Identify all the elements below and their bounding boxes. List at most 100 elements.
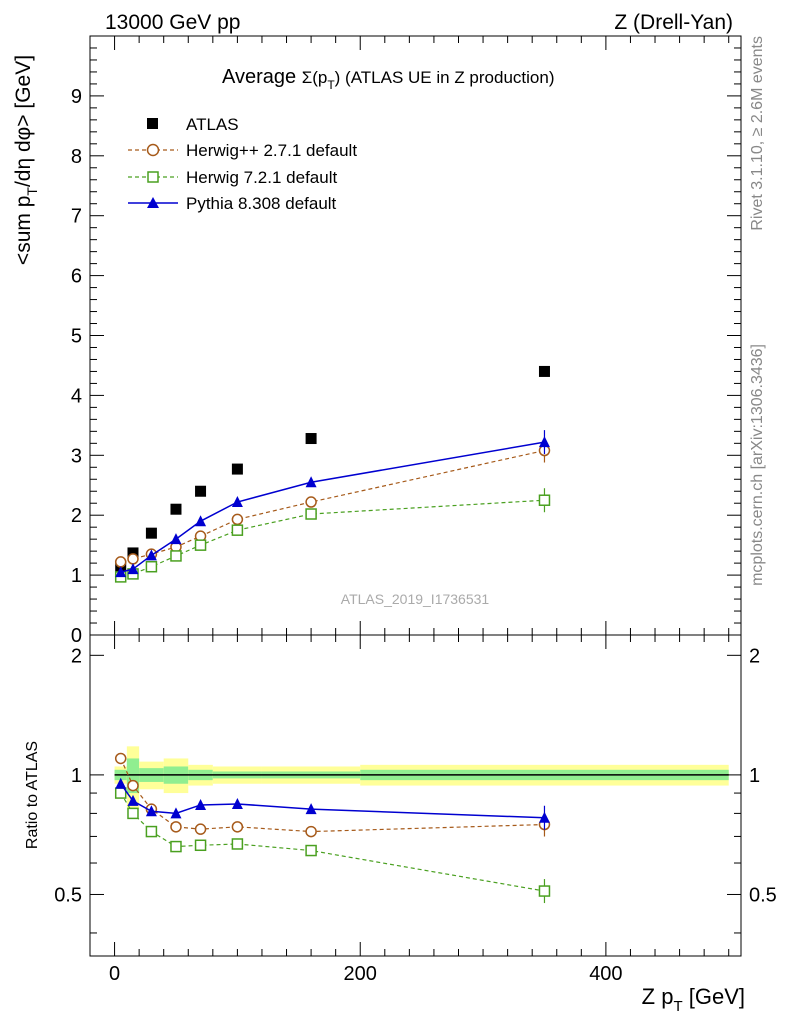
chart-title-symbol: Σ(p <box>302 68 328 87</box>
data-point-main <box>127 563 139 575</box>
chart-title-close: ) <box>335 68 341 87</box>
legend-label-herwigpp: Herwig++ 2.7.1 default <box>186 141 357 160</box>
ratio-tick-label-right: 2 <box>749 645 760 667</box>
y-tick-label: 9 <box>71 86 82 108</box>
y-tick-label: 7 <box>71 206 82 228</box>
data-point-ratio <box>194 823 207 835</box>
data-point-ratio <box>538 811 550 823</box>
header-left: 13000 GeV pp <box>105 11 240 34</box>
data-point-main <box>231 463 243 475</box>
legend-label-pythia: Pythia 8.308 default <box>186 194 337 213</box>
data-point-main <box>145 549 157 561</box>
data-point-ratio <box>127 807 139 820</box>
data-point-main <box>231 524 244 536</box>
x-axis-label-main: Z p <box>642 984 674 1009</box>
data-point-main <box>127 547 139 559</box>
data-point-ratio <box>170 821 182 833</box>
chart-title-suffix: (ATLAS UE in Z production) <box>340 68 554 87</box>
legend-marker-atlas <box>147 118 158 129</box>
ratio-y-label: Ratio to ATLAS <box>24 741 41 849</box>
data-point-main <box>170 503 182 515</box>
data-point-main <box>195 485 207 497</box>
chart-title-prefix: Average <box>222 66 302 88</box>
data-point-main <box>538 365 550 377</box>
legend-label-herwig7: Herwig 7.2.1 default <box>186 168 337 187</box>
data-point-main <box>305 508 317 520</box>
data-point-ratio <box>195 798 207 810</box>
series-2 <box>114 488 551 904</box>
mcplots-label: mcplots.cern.ch [arXiv:1306.3436] <box>749 344 766 586</box>
ratio-tick-label-right: 1 <box>749 765 760 787</box>
ratio-plot-frame <box>89 634 742 957</box>
y-tick-label: 4 <box>71 385 82 407</box>
ratio-tick-label: 2 <box>71 645 82 667</box>
data-point-ratio <box>170 807 182 819</box>
ratio-uncertainty-bands <box>114 746 729 810</box>
data-series <box>114 365 551 904</box>
data-point-main <box>231 496 243 508</box>
series-0 <box>115 365 550 572</box>
data-point-ratio <box>231 797 243 809</box>
data-point-ratio <box>115 777 127 789</box>
data-point-ratio <box>127 779 139 792</box>
series-3 <box>115 430 550 830</box>
series-line-main <box>120 449 545 563</box>
ratio-tick-label-right: 0.5 <box>749 884 777 906</box>
data-point-main <box>195 515 207 527</box>
data-point-main <box>194 539 207 551</box>
legend: ATLAS Herwig++ 2.7.1 default Herwig 7.2.… <box>128 115 357 213</box>
x-tick-label: 400 <box>589 963 622 985</box>
y-tick-label: 8 <box>71 146 82 168</box>
data-point-main <box>145 560 158 573</box>
data-point-main <box>231 513 244 526</box>
chart-title: Average Σ(pT) (ATLAS UE in Z production) <box>222 66 554 92</box>
data-point-ratio <box>127 794 139 806</box>
y-axis-label-main: <sum p <box>12 196 35 265</box>
legend-label-atlas: ATLAS <box>186 115 239 134</box>
data-point-main <box>114 556 127 568</box>
data-point-ratio <box>170 840 182 853</box>
rivet-label: Rivet 3.1.10, ≥ 2.6M events <box>749 36 766 231</box>
y-tick-label: 3 <box>71 445 82 467</box>
data-point-main <box>115 566 127 578</box>
data-point-ratio <box>145 805 157 817</box>
y-axis-label-rest: /dη dφ> [GeV] <box>12 55 35 187</box>
series-line-ratio <box>120 758 545 833</box>
data-point-ratio <box>231 838 244 850</box>
y-axis-label: <sum pT/dη dφ> [GeV] <box>12 55 40 265</box>
y-tick-label: 2 <box>71 505 82 527</box>
legend-marker-pythia <box>147 197 159 208</box>
data-point-ratio <box>231 821 244 833</box>
data-point-ratio <box>194 839 207 852</box>
data-point-main <box>145 527 157 539</box>
y-tick-label: 5 <box>71 326 82 348</box>
ratio-tick-label: 1 <box>71 765 82 787</box>
y-tick-label: 1 <box>71 565 82 587</box>
data-point-main <box>538 436 550 448</box>
series-line-main <box>120 441 545 573</box>
chart-title-sub: T <box>327 78 335 92</box>
x-axis-label: Z pT [GeV] <box>642 984 745 1015</box>
axes: 0 1 2 3 4 5 6 7 8 9 0 200 400 0.5 0.5 1 1 2 2 <box>54 35 777 985</box>
x-tick-label: 0 <box>109 963 120 985</box>
y-tick-label: 6 <box>71 266 82 288</box>
data-point-ratio <box>305 844 317 857</box>
ratio-tick-label: 0.5 <box>54 884 82 906</box>
x-tick-label: 200 <box>344 963 377 985</box>
header-right: Z (Drell-Yan) <box>614 11 733 34</box>
data-point-main <box>305 476 317 488</box>
data-point-ratio <box>305 803 317 815</box>
data-point-ratio <box>145 825 158 838</box>
analysis-watermark: ATLAS_2019_I1736531 <box>341 591 490 607</box>
legend-marker-herwigpp <box>146 143 160 157</box>
x-axis-label-unit: [GeV] <box>683 984 745 1009</box>
data-point-main <box>127 553 139 565</box>
data-point-main <box>305 496 317 508</box>
data-point-main <box>305 433 317 445</box>
series-line-main <box>120 499 545 578</box>
data-point-main <box>538 494 551 506</box>
data-point-ratio <box>305 825 317 838</box>
data-point-ratio <box>538 885 551 897</box>
legend-marker-herwig7 <box>147 171 159 183</box>
